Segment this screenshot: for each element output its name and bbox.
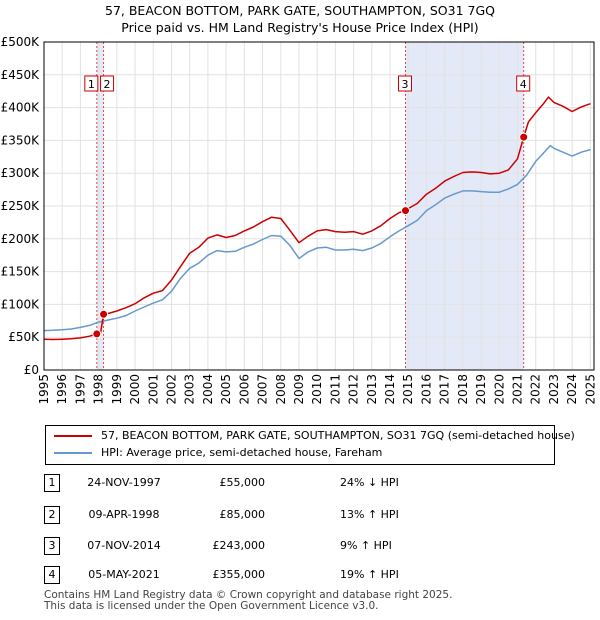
sale-date: 09-APR-1998 [88,508,160,521]
x-tick-label: 1999 [110,374,124,405]
x-tick-label: 2008 [274,374,288,405]
x-tick-label: 1998 [92,374,106,405]
x-tick-label: 1997 [73,374,87,405]
sale-point [519,132,529,142]
chart-subtitle: Price paid vs. HM Land Registry's House … [121,20,479,35]
price-chart: £0 £50K £100K £150K £200K £250K £300K £350K £400… [1,35,598,405]
sale-price: £55,000 [219,476,266,489]
copyright-notice: Contains HM Land Registry data © Crown c… [44,589,453,601]
hpi-diff: 19% ↑ HPI [340,568,399,581]
x-tick-label: 2016 [419,374,433,405]
y-tick-label: £150K [1,265,41,279]
sale-price: £243,000 [212,539,266,552]
x-tick-label: 2005 [219,374,233,405]
table-row: 1 24-NOV-1997 £55,000 24% ↓ HPI [0,474,600,494]
x-tick-label: 2001 [146,374,160,405]
x-tick-label: 2021 [511,374,525,405]
x-tick-label: 2004 [201,374,215,405]
hpi-series-line [43,144,591,332]
plot-frame [43,41,595,371]
sale-number-badge: 3 [44,537,60,555]
y-tick-label: £0 [24,363,39,377]
y-tick-label: £300K [1,166,41,180]
property-series-line [43,96,591,341]
x-tick-label: 2006 [237,374,251,405]
hpi-diff: 13% ↑ HPI [340,508,399,521]
sale-date: 24-NOV-1997 [87,476,161,489]
x-tick-label: 2019 [474,374,488,405]
sale-number-label: 2 [104,78,111,91]
chart-title: 57, BEACON BOTTOM, PARK GATE, SOUTHAMPTO… [105,3,495,18]
y-tick-label: £200K [1,232,41,246]
table-row: 4 05-MAY-2021 £355,000 19% ↑ HPI [0,566,600,586]
y-tick-label: £250K [1,199,41,213]
x-tick-label: 2022 [529,374,543,405]
y-tick-label: £450K [1,68,41,82]
table-row: 3 07-NOV-2014 £243,000 9% ↑ HPI [0,537,600,557]
x-tick-label: 2018 [456,374,470,405]
legend-swatch-property [54,435,92,437]
sale-number-badge: 1 [44,474,60,492]
x-tick-label: 2014 [383,374,397,405]
y-tick-label: £500K [1,35,41,49]
x-tick-label: 2017 [438,374,452,405]
x-tick-label: 1995 [37,374,51,405]
x-tick-label: 2025 [583,374,597,405]
sale-price: £355,000 [212,568,266,581]
x-tick-label: 2007 [256,374,270,405]
licence-notice: This data is licensed under the Open Gov… [44,600,379,612]
sale-price: £85,000 [219,508,266,521]
hpi-diff: 24% ↓ HPI [340,476,399,489]
y-tick-label: £100K [1,297,41,311]
x-tick-label: 1996 [55,374,69,405]
sale-number-label: 4 [520,78,527,91]
legend-label-property: 57, BEACON BOTTOM, PARK GATE, SOUTHAMPTO… [101,429,575,442]
sale-number-label: 3 [402,78,409,91]
legend-label-hpi: HPI: Average price, semi-detached house,… [101,446,383,459]
sale-number-box [516,75,531,92]
sale-point [99,309,109,319]
footer: Contains HM Land Registry data © Crown c… [44,590,452,612]
sale-point [92,329,102,339]
x-tick-label: 2015 [401,374,415,405]
x-tick-label: 2012 [347,374,361,405]
y-tick-label: £50K [8,330,40,344]
legend: 57, BEACON BOTTOM, PARK GATE, SOUTHAMPTO… [45,425,575,465]
sale-number-badge: 2 [44,506,60,524]
table-row: 2 09-APR-1998 £85,000 13% ↑ HPI [0,506,600,526]
x-tick-label: 2024 [565,374,579,405]
sale-number-badge: 4 [44,566,60,584]
sale-number-box [398,75,413,92]
sale-point [401,206,411,216]
x-tick-label: 2000 [128,374,142,405]
legend-swatch-hpi [54,452,92,454]
x-tick-label: 2003 [183,374,197,405]
x-tick-label: 2002 [164,374,178,405]
y-tick-label: £400K [1,101,41,115]
hpi-diff: 9% ↑ HPI [340,539,392,552]
x-tick-label: 2020 [492,374,506,405]
sale-number-label: 1 [88,78,95,91]
x-tick-label: 2023 [547,374,561,405]
y-tick-label: £350K [1,133,41,147]
sale-number-box [100,75,115,92]
x-tick-label: 2010 [310,374,324,405]
sale-date: 07-NOV-2014 [87,539,161,552]
sale-date: 05-MAY-2021 [88,568,160,581]
x-tick-label: 2013 [365,374,379,405]
x-tick-label: 2009 [292,374,306,405]
sale-number-box [84,75,99,92]
x-tick-label: 2011 [328,374,342,405]
